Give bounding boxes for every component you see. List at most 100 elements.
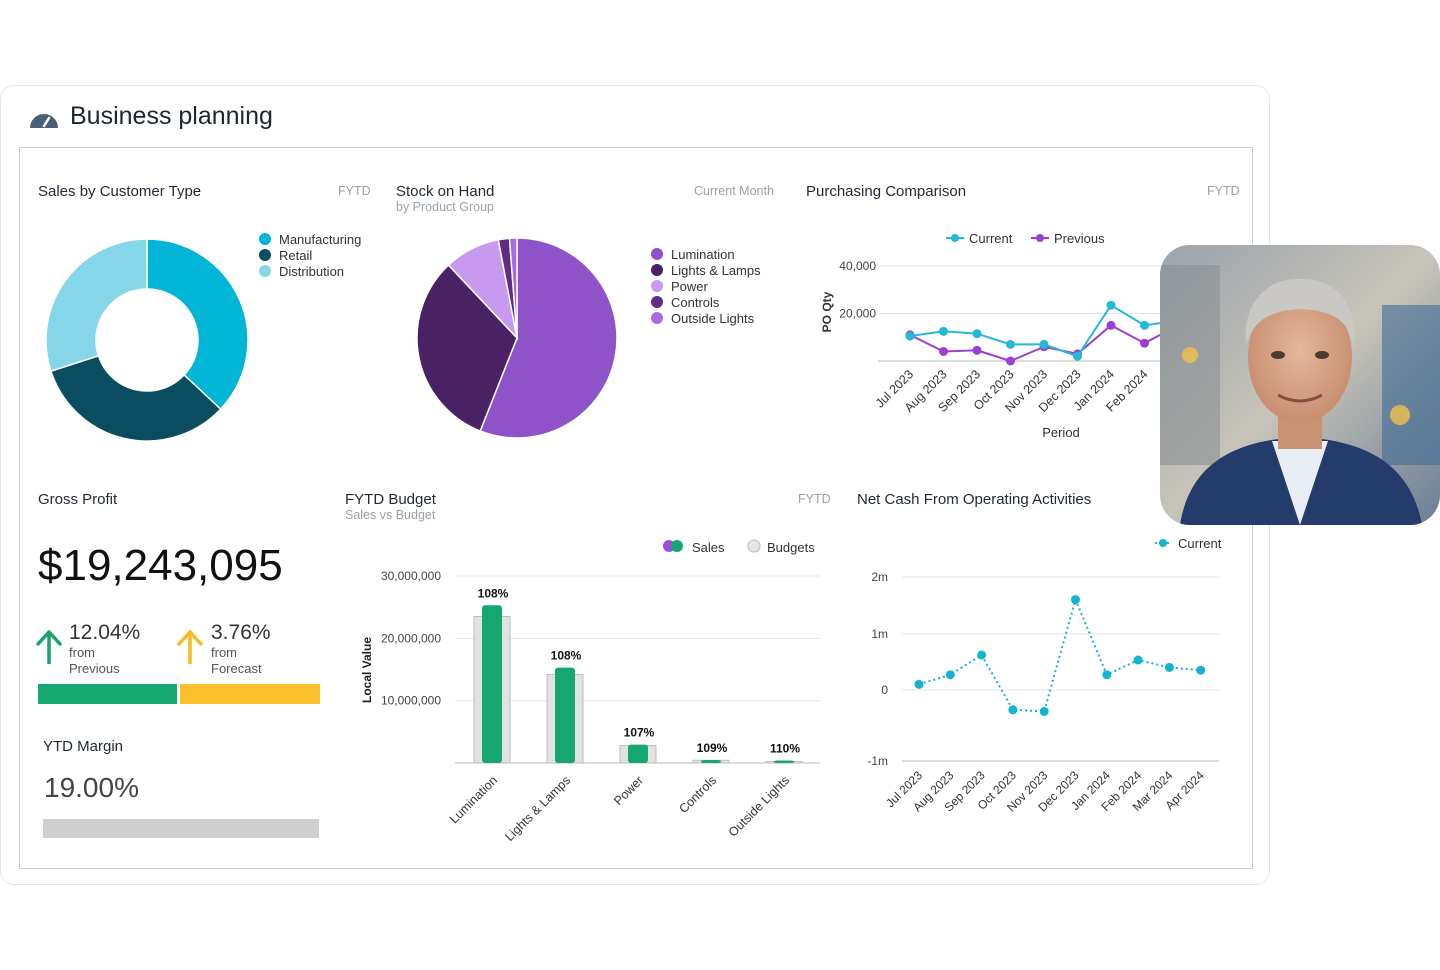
budget-bar-chart[interactable]: 30,000,000 20,000,000 10,000,000 Local Valu…: [345, 530, 835, 850]
gross-profit-value: $19,243,095: [38, 541, 283, 590]
stock-legend-lights-lamps[interactable]: Lights & Lamps: [651, 262, 761, 278]
point-current[interactable]: [1006, 339, 1015, 349]
gross-profit-forecast-label: from Forecast: [211, 645, 262, 676]
y-axis-label: Local Value: [360, 637, 374, 703]
point-current[interactable]: [939, 326, 948, 336]
gross-profit-forecast-pct: 3.76%: [211, 621, 271, 644]
stock-slice-lumination[interactable]: [479, 237, 618, 439]
purchasing-title: Purchasing Comparison: [806, 183, 967, 200]
person-photo: [1160, 245, 1440, 525]
point-current[interactable]: [1133, 655, 1143, 665]
sales-customer-legend: Manufacturing Retail Distribution: [259, 231, 361, 279]
legend-sales[interactable]: Sales: [692, 540, 725, 555]
point-current[interactable]: [1196, 665, 1206, 675]
bar-sales-lights-lamps[interactable]: [555, 667, 575, 763]
sales-customer-donut[interactable]: [42, 235, 252, 445]
legend-current[interactable]: Current: [1178, 536, 1222, 551]
arrow-up-green-icon: [36, 630, 62, 664]
budget-subtitle: Sales vs Budget: [345, 508, 436, 522]
legend-label: Distribution: [279, 263, 345, 279]
arrow-up-yellow-icon: [177, 630, 203, 664]
bar-sales-power[interactable]: [628, 744, 648, 763]
point-current[interactable]: [1039, 706, 1049, 716]
x-tick-label: Power: [611, 773, 646, 808]
point-previous[interactable]: [1006, 356, 1015, 366]
legend-current[interactable]: Current: [969, 231, 1013, 246]
point-current[interactable]: [972, 329, 982, 339]
point-current[interactable]: [914, 679, 924, 689]
stock-legend: Lumination Lights & Lamps Power Controls Out…: [651, 246, 761, 326]
point-previous[interactable]: [1140, 338, 1149, 348]
x-tick-label: Lights & Lamps: [502, 773, 573, 844]
point-previous[interactable]: [972, 345, 982, 355]
legend-swatch: [259, 233, 271, 245]
stock-legend-power[interactable]: Power: [651, 278, 761, 294]
stock-legend-controls[interactable]: Controls: [651, 294, 761, 310]
stock-slice-outside-lights[interactable]: [508, 237, 518, 339]
legend-swatch: [651, 296, 663, 308]
stock-slice-lights-lamps[interactable]: [416, 264, 518, 432]
legend-label: Lumination: [671, 246, 735, 262]
point-current[interactable]: [1073, 351, 1082, 361]
stock-legend-lumination[interactable]: Lumination: [651, 246, 761, 262]
x-tick-label: Controls: [676, 773, 719, 816]
legend-swatch: [259, 249, 271, 261]
point-current[interactable]: [1164, 662, 1174, 672]
legend-previous[interactable]: Previous: [1054, 231, 1105, 246]
legend-marker: [951, 234, 959, 242]
sales-legend-retail[interactable]: Retail: [259, 247, 361, 263]
legend-budgets[interactable]: Budgets: [767, 540, 815, 555]
sales-slice-manufacturing[interactable]: [146, 238, 249, 411]
legend-swatch: [651, 248, 663, 260]
legend-swatch: [651, 264, 663, 276]
stock-pie[interactable]: [412, 233, 622, 443]
y-axis-label: PO Qty: [820, 291, 834, 332]
y-tick-label: 1m: [871, 627, 888, 641]
point-current[interactable]: [1071, 595, 1080, 605]
stock-title: Stock on Hand: [396, 183, 495, 200]
legend-label: Manufacturing: [279, 231, 362, 247]
point-current[interactable]: [1140, 320, 1149, 330]
netcash-title: Net Cash From Operating Activities: [857, 491, 1092, 508]
y-tick-label: 0: [881, 683, 888, 697]
point-current[interactable]: [1039, 339, 1049, 349]
stock-legend-outside-lights[interactable]: Outside Lights: [651, 310, 761, 326]
point-current[interactable]: [1106, 300, 1116, 310]
legend-swatch: [651, 280, 663, 292]
point-current[interactable]: [905, 331, 915, 341]
y-tick-label: 2m: [871, 570, 888, 584]
bar-sales-outside-lights[interactable]: [774, 760, 794, 764]
legend-swatch: [259, 265, 271, 277]
point-previous[interactable]: [939, 347, 948, 356]
y-tick-label: 20,000,000: [381, 631, 441, 645]
y-tick-label: -1m: [867, 754, 888, 768]
stock-subtitle: by Product Group: [396, 200, 494, 214]
point-current[interactable]: [1008, 705, 1018, 715]
legend-marker: [1159, 539, 1167, 547]
gross-profit-title: Gross Profit: [38, 491, 118, 508]
ytd-margin-value: 19.00%: [44, 772, 139, 803]
point-current[interactable]: [977, 650, 987, 660]
y-tick-label: 40,000: [839, 259, 876, 273]
sales-slice-distribution[interactable]: [45, 238, 148, 373]
page-title: Business planning: [70, 102, 273, 130]
point-current[interactable]: [945, 670, 955, 680]
sales-customer-tag: FYTD: [338, 184, 371, 198]
bar-data-label: 110%: [770, 742, 800, 756]
point-current[interactable]: [1102, 670, 1112, 680]
sales-legend-distribution[interactable]: Distribution: [259, 263, 361, 279]
y-tick-label: 20,000: [839, 307, 876, 321]
legend-swatch: [671, 540, 683, 552]
sales-legend-manufacturing[interactable]: Manufacturing: [259, 231, 361, 247]
bar-data-label: 107%: [624, 726, 655, 740]
y-tick-label: 30,000,000: [381, 569, 441, 583]
bar-sales-controls[interactable]: [701, 760, 721, 763]
sales-slice-retail[interactable]: [49, 354, 222, 442]
budget-title: FYTD Budget: [345, 491, 436, 508]
x-axis-label: Period: [1042, 425, 1080, 440]
legend-marker: [1036, 234, 1044, 242]
point-previous[interactable]: [1106, 320, 1116, 330]
bar-sales-lumination[interactable]: [482, 605, 502, 763]
